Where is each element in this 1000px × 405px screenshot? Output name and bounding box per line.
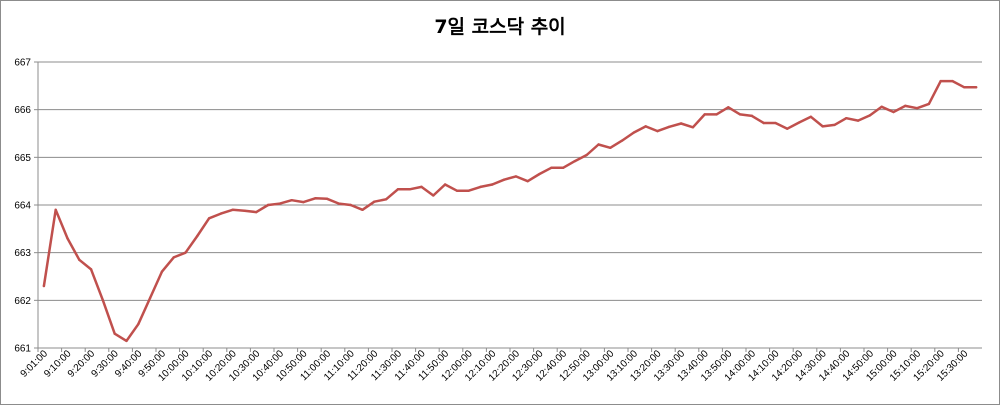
data-point xyxy=(396,188,400,191)
data-point xyxy=(172,256,175,259)
data-point xyxy=(255,210,258,214)
data-point xyxy=(632,131,636,134)
data-point xyxy=(455,189,459,192)
data-point xyxy=(786,127,789,130)
data-point xyxy=(927,102,931,106)
data-point xyxy=(302,200,305,204)
data-point xyxy=(196,234,199,238)
data-point xyxy=(314,197,317,200)
data-point xyxy=(845,117,848,120)
data-point xyxy=(219,212,223,215)
data-point xyxy=(727,106,730,109)
data-point xyxy=(514,175,518,178)
data-point xyxy=(148,296,152,300)
data-point xyxy=(809,115,813,119)
data-point xyxy=(904,104,907,108)
data-point xyxy=(856,119,860,122)
data-point xyxy=(715,113,718,116)
data-point xyxy=(679,122,683,125)
data-point xyxy=(337,202,341,205)
y-tick-labels: 661 662 663 664 665 666 667 xyxy=(14,58,31,355)
data-point xyxy=(184,251,187,254)
data-point xyxy=(880,105,883,109)
data-point xyxy=(939,79,942,83)
data-point xyxy=(491,183,494,186)
data-point xyxy=(550,166,553,170)
data-point xyxy=(573,159,577,163)
series-layer xyxy=(42,79,978,343)
y-tick-label: 662 xyxy=(14,296,31,307)
data-point xyxy=(821,125,824,128)
data-point xyxy=(266,203,270,207)
data-point xyxy=(762,121,765,125)
data-point xyxy=(963,86,966,89)
data-point xyxy=(101,299,105,302)
data-point xyxy=(113,332,116,335)
data-point xyxy=(609,146,612,149)
data-point xyxy=(703,113,706,116)
data-point xyxy=(207,217,211,220)
data-point xyxy=(644,125,647,128)
y-tick-label: 661 xyxy=(14,344,31,355)
data-point xyxy=(290,199,293,202)
y-tick-label: 664 xyxy=(14,201,31,212)
data-point xyxy=(54,208,57,211)
data-point xyxy=(538,172,541,176)
data-point xyxy=(420,185,423,189)
data-point xyxy=(432,194,435,197)
data-point xyxy=(797,121,801,124)
data-point xyxy=(42,284,46,288)
data-point xyxy=(66,237,69,240)
data-point xyxy=(278,202,282,205)
data-point xyxy=(833,123,836,127)
x-tick-labels: 9:01:009:10:009:20:009:30:009:40:009:50:… xyxy=(19,348,971,384)
data-point xyxy=(526,179,529,183)
data-point xyxy=(868,114,872,117)
data-point xyxy=(502,178,506,181)
y-tick-label: 666 xyxy=(14,105,31,116)
data-point xyxy=(974,86,978,89)
data-point xyxy=(561,166,565,170)
data-point xyxy=(774,121,777,125)
data-point xyxy=(668,125,671,129)
data-point xyxy=(373,200,376,203)
data-point xyxy=(443,183,447,186)
data-point xyxy=(125,339,128,343)
data-point xyxy=(750,114,754,118)
data-point xyxy=(408,188,411,191)
y-tick-label: 665 xyxy=(14,153,31,164)
data-point xyxy=(78,258,81,262)
data-point xyxy=(738,113,742,116)
y-tick-label: 667 xyxy=(14,58,31,69)
data-point xyxy=(361,208,364,211)
data-point xyxy=(892,110,895,114)
data-point xyxy=(89,268,93,271)
gridlines xyxy=(38,61,982,301)
data-point xyxy=(585,153,588,157)
data-point xyxy=(231,208,234,211)
data-point xyxy=(656,129,659,133)
axes xyxy=(34,61,982,352)
data-point xyxy=(915,107,919,110)
series-line xyxy=(42,79,978,343)
chart-title: 7일 코스닥 추이 xyxy=(434,16,566,38)
data-point xyxy=(620,139,624,142)
y-tick-label: 663 xyxy=(14,248,31,259)
data-point xyxy=(479,185,482,189)
data-point xyxy=(137,322,140,326)
data-point xyxy=(467,189,470,192)
data-point xyxy=(384,198,388,201)
data-point xyxy=(160,270,164,273)
data-point xyxy=(243,209,246,212)
data-point xyxy=(349,203,352,207)
data-point xyxy=(951,79,954,83)
data-point xyxy=(325,197,329,201)
data-point xyxy=(597,143,600,146)
data-point xyxy=(691,126,695,129)
